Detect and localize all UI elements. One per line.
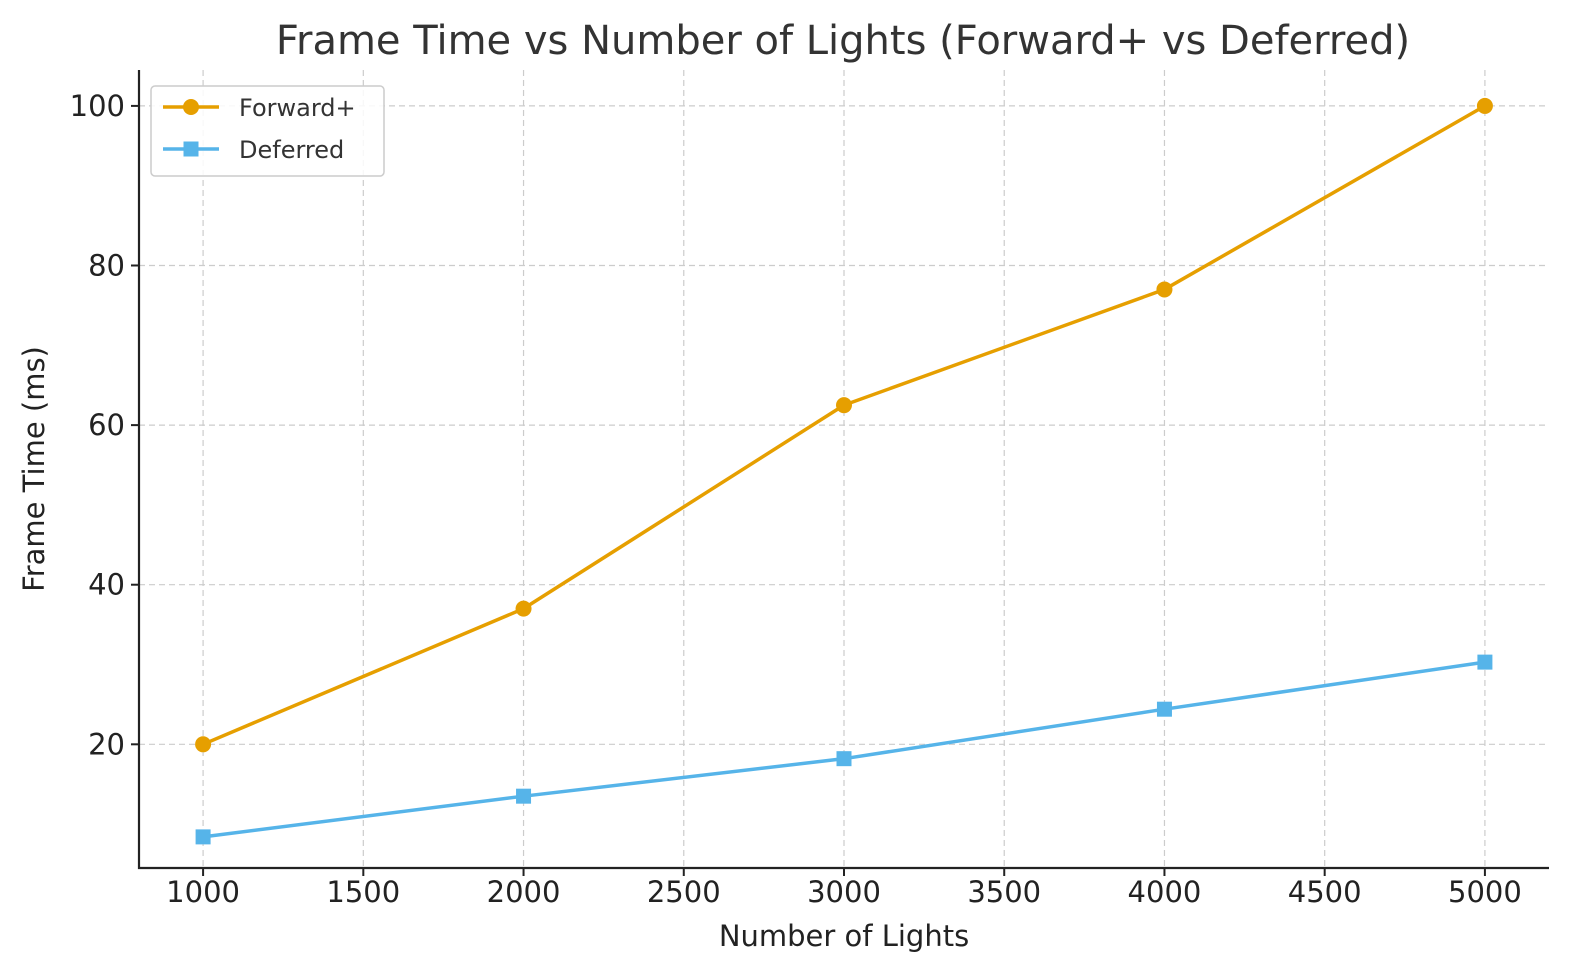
data-point-forward — [515, 600, 532, 617]
y-tick-label: 20 — [88, 727, 125, 761]
chart-title: Frame Time vs Number of Lights (Forward+… — [276, 18, 1410, 64]
data-point-deferred — [195, 829, 211, 845]
axes — [137, 70, 1549, 870]
data-point-deferred — [516, 788, 532, 804]
x-tick-label: 4000 — [1128, 875, 1202, 909]
x-tick-label: 2000 — [487, 875, 561, 909]
y-axis-label: Frame Time (ms) — [17, 346, 51, 592]
series-deferred — [195, 654, 1493, 845]
y-tick-label: 100 — [70, 89, 125, 123]
x-tick-label: 3000 — [807, 875, 881, 909]
y-tick-label: 40 — [88, 568, 125, 602]
legend-label-forward: Forward+ — [239, 94, 356, 122]
series-forward — [195, 97, 1493, 753]
x-ticks: 1000 1500 2000 2500 3000 3500 4000 4500 5000 — [166, 868, 1522, 909]
x-tick-label: 1500 — [326, 875, 400, 909]
series-layer — [195, 97, 1493, 845]
axis-spines — [137, 70, 1549, 870]
legend-marker-deferred — [183, 141, 199, 157]
data-point-deferred — [1477, 654, 1493, 670]
x-tick-label: 3500 — [967, 875, 1041, 909]
x-tick-label: 2500 — [647, 875, 721, 909]
legend-label-deferred: Deferred — [239, 136, 344, 164]
x-tick-label: 4500 — [1288, 875, 1362, 909]
data-point-deferred — [836, 751, 852, 767]
y-tick-label: 60 — [88, 408, 125, 442]
legend: Forward+ Deferred — [150, 85, 385, 177]
legend-marker-forward — [183, 99, 199, 115]
x-tick-label: 5000 — [1448, 875, 1522, 909]
x-axis-label: Number of Lights — [719, 919, 969, 953]
data-point-forward — [836, 397, 852, 414]
y-ticks: 20 40 60 80 100 — [70, 89, 139, 761]
y-tick-label: 80 — [88, 249, 125, 283]
data-point-forward — [1476, 97, 1493, 114]
data-point-forward — [1156, 281, 1173, 298]
data-point-forward — [195, 736, 212, 753]
x-tick-label: 1000 — [166, 875, 240, 909]
data-point-deferred — [1156, 701, 1172, 717]
